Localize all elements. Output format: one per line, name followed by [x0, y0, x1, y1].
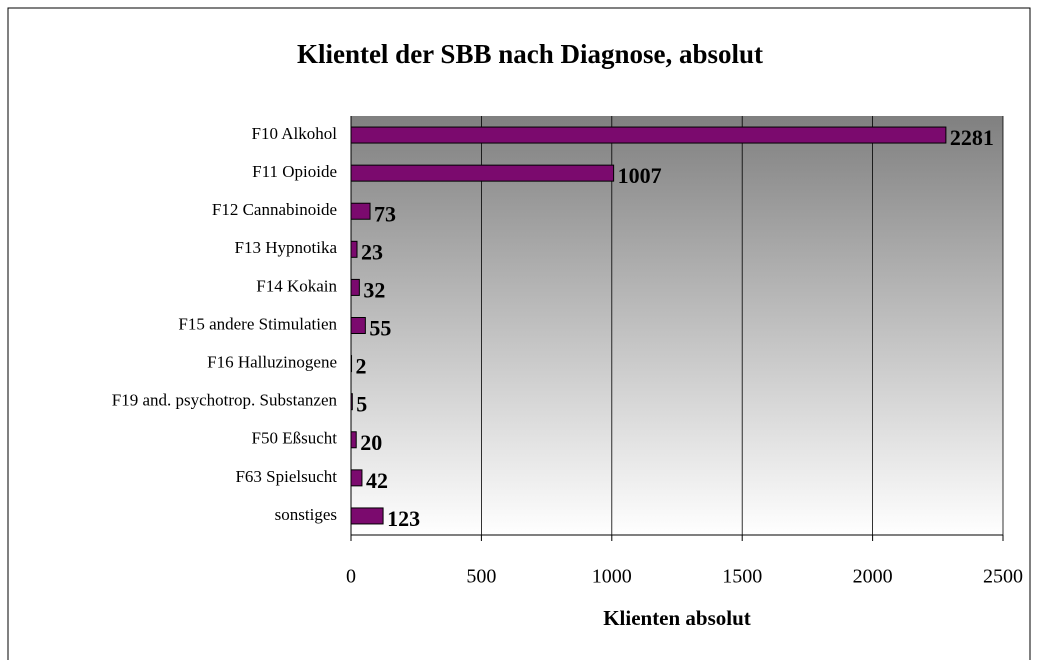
bar [350, 240, 358, 258]
data-label: 20 [360, 430, 382, 455]
y-tick-label: F10 Alkohol [252, 124, 338, 143]
y-tick-label: F50 Eßsucht [252, 429, 338, 448]
data-label: 2 [356, 354, 367, 379]
bar [350, 355, 353, 373]
bar [350, 317, 366, 334]
x-tick-label: 1000 [592, 566, 632, 588]
x-axis-title: Klienten absolut [603, 606, 751, 630]
x-tick-label: 2000 [853, 566, 893, 588]
data-label: 73 [374, 201, 396, 226]
x-tick-label: 1500 [722, 566, 762, 588]
bar [350, 202, 371, 220]
chart-title: Klientel der SBB nach Diagnose, absolut [297, 39, 763, 69]
x-tick-label: 500 [466, 566, 496, 588]
x-tick-label: 2500 [983, 566, 1023, 588]
y-tick-label: F63 Spielsucht [235, 467, 337, 486]
plot-area [351, 116, 1003, 535]
bar [350, 126, 947, 144]
chart-frame [7, 7, 1031, 660]
x-tick-label: 0 [346, 566, 356, 588]
data-label: 2281 [950, 125, 994, 150]
bar [350, 278, 360, 296]
data-label: 55 [369, 316, 391, 341]
y-tick-label: F14 Kokain [256, 276, 337, 295]
bar [350, 469, 363, 487]
data-label: 5 [356, 392, 367, 417]
data-label: 32 [363, 277, 385, 302]
bar [350, 393, 353, 411]
bar [350, 507, 384, 525]
data-label: 1007 [618, 163, 662, 188]
y-tick-label: F16 Halluzinogene [207, 352, 337, 371]
data-label: 23 [361, 239, 383, 264]
data-label: 123 [387, 506, 420, 531]
y-tick-label: F11 Opioide [252, 162, 337, 181]
data-label: 42 [366, 468, 388, 493]
y-tick-label: F13 Hypnotika [235, 238, 338, 257]
bar [350, 164, 615, 182]
y-tick-label: F19 and. psychotrop. Substanzen [112, 391, 338, 410]
y-tick-label: F15 andere Stimulatien [178, 314, 337, 333]
y-tick-label: F12 Cannabinoide [212, 200, 337, 219]
bar [350, 431, 357, 449]
y-tick-label: sonstiges [275, 505, 337, 524]
